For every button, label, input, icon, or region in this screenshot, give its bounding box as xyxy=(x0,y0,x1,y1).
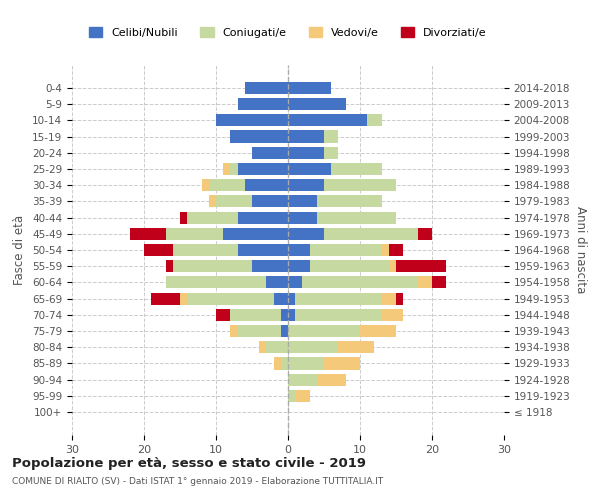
Bar xyxy=(288,244,310,256)
Bar xyxy=(223,228,288,240)
Bar xyxy=(360,325,396,337)
Bar xyxy=(288,292,295,304)
Bar xyxy=(230,163,238,175)
Bar xyxy=(144,244,173,256)
Bar xyxy=(288,341,338,353)
Bar xyxy=(288,130,324,142)
Bar xyxy=(367,114,382,126)
Y-axis label: Anni di nascita: Anni di nascita xyxy=(574,206,587,294)
Bar xyxy=(288,179,324,191)
Bar xyxy=(230,130,288,142)
Bar xyxy=(389,244,403,256)
Bar xyxy=(288,212,317,224)
Bar xyxy=(382,244,389,256)
Bar xyxy=(202,179,209,191)
Bar xyxy=(180,292,187,304)
Bar xyxy=(245,179,288,191)
Bar xyxy=(288,276,302,288)
Bar xyxy=(324,179,396,191)
Bar xyxy=(288,325,360,337)
Bar xyxy=(310,244,382,256)
Bar xyxy=(432,276,446,288)
Bar xyxy=(295,390,310,402)
Bar xyxy=(324,358,360,370)
Bar xyxy=(281,358,288,370)
Bar xyxy=(317,196,382,207)
Bar xyxy=(223,163,230,175)
Bar xyxy=(238,212,288,224)
Legend: Celibi/Nubili, Coniugati/e, Vedovi/e, Divorziati/e: Celibi/Nubili, Coniugati/e, Vedovi/e, Di… xyxy=(85,22,491,42)
Text: Popolazione per età, sesso e stato civile - 2019: Popolazione per età, sesso e stato civil… xyxy=(12,458,366,470)
Bar xyxy=(274,358,281,370)
Bar xyxy=(230,325,238,337)
Bar xyxy=(288,260,310,272)
Bar xyxy=(288,196,317,207)
Bar xyxy=(324,130,338,142)
Bar xyxy=(324,146,338,159)
Bar xyxy=(302,276,418,288)
Bar xyxy=(338,341,374,353)
Bar xyxy=(288,374,317,386)
Bar xyxy=(288,163,331,175)
Text: COMUNE DI RIALTO (SV) - Dati ISTAT 1° gennaio 2019 - Elaborazione TUTTITALIA.IT: COMUNE DI RIALTO (SV) - Dati ISTAT 1° ge… xyxy=(12,478,383,486)
Bar xyxy=(238,325,281,337)
Bar xyxy=(295,309,382,321)
Bar xyxy=(216,309,230,321)
Bar xyxy=(295,292,382,304)
Bar xyxy=(230,309,281,321)
Bar xyxy=(238,244,288,256)
Bar xyxy=(418,276,432,288)
Bar xyxy=(288,82,331,94)
Bar xyxy=(324,228,418,240)
Bar xyxy=(216,196,252,207)
Bar xyxy=(288,98,346,110)
Bar xyxy=(216,114,288,126)
Bar xyxy=(310,260,389,272)
Bar xyxy=(180,212,187,224)
Bar xyxy=(396,260,446,272)
Bar xyxy=(252,196,288,207)
Bar xyxy=(245,82,288,94)
Bar xyxy=(288,309,295,321)
Bar xyxy=(266,276,288,288)
Bar xyxy=(173,260,252,272)
Bar xyxy=(281,325,288,337)
Bar xyxy=(187,292,274,304)
Bar xyxy=(166,276,266,288)
Bar xyxy=(281,309,288,321)
Bar xyxy=(382,309,403,321)
Bar xyxy=(274,292,288,304)
Y-axis label: Fasce di età: Fasce di età xyxy=(13,215,26,285)
Bar xyxy=(288,390,295,402)
Bar xyxy=(396,292,403,304)
Bar xyxy=(389,260,396,272)
Bar xyxy=(382,292,396,304)
Bar xyxy=(259,341,266,353)
Bar xyxy=(317,212,396,224)
Bar xyxy=(238,163,288,175)
Bar xyxy=(166,260,173,272)
Bar xyxy=(166,228,223,240)
Bar xyxy=(331,163,382,175)
Bar xyxy=(151,292,180,304)
Bar xyxy=(266,341,288,353)
Bar xyxy=(418,228,432,240)
Bar xyxy=(187,212,238,224)
Bar xyxy=(238,98,288,110)
Bar xyxy=(130,228,166,240)
Bar xyxy=(209,196,216,207)
Bar xyxy=(288,358,324,370)
Bar xyxy=(288,228,324,240)
Bar xyxy=(288,146,324,159)
Bar xyxy=(173,244,238,256)
Bar xyxy=(317,374,346,386)
Bar xyxy=(252,146,288,159)
Bar xyxy=(288,114,367,126)
Bar xyxy=(252,260,288,272)
Bar xyxy=(209,179,245,191)
